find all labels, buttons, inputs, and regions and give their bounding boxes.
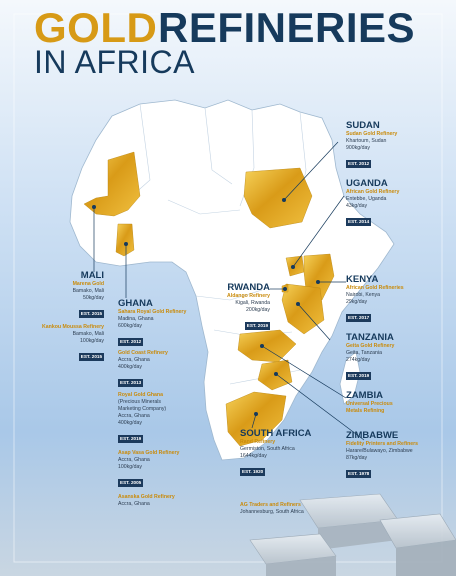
refinery-name: Marena Gold [72,281,104,287]
country-name: GHANA [118,298,153,309]
country-name: RWANDA [227,282,270,293]
refinery-location: Nairobi, Kenya [346,292,381,298]
ghana-label-3: Royal Gold Ghana (Precious Minerals Mark… [118,392,166,445]
est-badge: EST. 1920 [240,468,266,476]
est-badge: EST. 2013 [118,379,144,387]
south-africa-shape [225,391,287,447]
title-refineries: REFINERIES [158,4,416,51]
refinery-location: Accra, Ghana [118,501,150,507]
country-name: SUDAN [346,120,380,131]
ghana-label: GHANA Sahara Royal Gold Refinery Madina,… [118,298,186,348]
mali-shape [83,151,141,217]
refinery-capacity: 900kg/day [346,145,370,151]
refinery-name: Fidelity Printers and Refiners [346,441,419,447]
refinery-name: African Gold Refinery [346,189,400,195]
refinery-capacity: 274kg/day [346,357,370,363]
refinery-location: Geita, Tanzania [346,350,382,356]
refinery-capacity: 600kg/day [118,323,142,329]
refinery-name: Gold Coast Refinery [118,350,168,356]
tanzania-label: TANZANIA Geita Gold Refinery Geita, Tanz… [346,332,394,382]
refinery-name: Sudan Gold Refinery [346,131,398,137]
refinery-capacity: 87kg/day [346,455,368,461]
refinery-capacity: 50kg/day [82,295,104,301]
south-africa-label-2: AG Traders and Refiners Johannesburg, So… [240,502,304,516]
refinery-capacity: 400kg/day [118,420,142,426]
est-badge: EST. 2005 [118,479,144,487]
refinery-location: Kigali, Rwanda [235,300,270,306]
refinery-name: Sahara Royal Gold Refinery [118,309,187,315]
refinery-location: Harare/Bulawayo, Zimbabwe [346,448,413,454]
country-name: ZAMBIA [346,390,383,401]
est-badge: EST. 2014 [346,218,372,226]
refinery-location: Accra, Ghana [118,413,150,419]
title-gold-word: GOLD [34,4,158,51]
country-name: SOUTH AFRICA [240,428,312,439]
uganda-label: UGANDA African Gold Refinery Entebbe, Ug… [346,178,399,228]
refinery-capacity: 1644kg/day [240,453,267,459]
mali-label-2: Kankou Moussa Refinery Bamako, Mali 100k… [30,324,104,363]
est-badge: EST. 2015 [78,310,104,318]
sudan-label: SUDAN Sudan Gold Refinery Khartoum, Suda… [346,120,397,170]
ghana-label-2: Gold Coast Refinery Accra, Ghana 400kg/d… [118,350,168,389]
refinery-name: Geita Gold Refinery [346,343,395,349]
refinery-location: Bamako, Mali [72,288,104,294]
refinery-location: Accra, Ghana [118,357,150,363]
refinery-name: Rand Refinery [240,439,276,445]
refinery-location: Accra, Ghana [118,457,150,463]
rwanda-label: RWANDA Aldango Refinery Kigali, Rwanda 2… [214,282,270,332]
country-name: KENYA [346,274,379,285]
ghana-shape [115,223,135,257]
est-badge: EST. 2012 [346,160,372,168]
sudan-shape [243,167,313,229]
refinery-capacity: 100kg/day [80,338,104,344]
ghana-label-4: Asap Vasa Gold Refinery Accra, Ghana 100… [118,450,179,489]
est-badge: EST. 2019 [244,322,270,330]
est-badge: EST. 2017 [346,314,372,322]
refinery-name: Royal Gold Ghana [118,392,163,398]
est-badge: EST. 2019 [118,435,144,443]
refinery-capacity: 29kg/day [346,299,368,305]
refinery-capacity: 100kg/day [118,464,142,470]
refinery-name: AG Traders and Refiners [240,502,301,508]
refinery-capacity: 43kg/day [346,203,368,209]
south-africa-label: SOUTH AFRICA Rand Refinery Germiston, So… [240,428,311,478]
refinery-location: Johannesburg, South Africa [240,509,304,515]
kenya-label: KENYA African Gold Refineries Nairobi, K… [346,274,404,324]
refinery-name-line3: Marketing Company) [118,406,167,412]
est-badge: EST. 2015 [78,353,104,361]
refinery-name: Universal Precious [346,401,393,407]
gold-bars-decoration [249,493,456,576]
country-name: ZIMBABWE [346,430,399,441]
country-name: TANZANIA [346,332,394,343]
est-badge: EST. 1978 [346,470,372,478]
est-badge: EST. 2012 [118,338,144,346]
refinery-name-line2: Metals Refining [346,408,385,414]
refinery-name: Asap Vasa Gold Refinery [118,450,180,456]
ghana-label-5: Asanska Gold Refinery Accra, Ghana [118,494,175,508]
refinery-location: Madina, Ghana [118,316,154,322]
country-name: MALI [80,270,104,281]
refinery-location: Bamako, Mali [72,331,104,337]
refinery-location: Entebbe, Uganda [346,196,387,202]
refinery-location: Germiston, South Africa [240,446,295,452]
mali-label: MALI Marena Gold Bamako, Mali 50kg/day E… [40,270,104,320]
refinery-name-line2: (Precious Minerals [118,399,161,405]
refinery-location: Khartoum, Sudan [346,138,387,144]
refinery-name: Asanska Gold Refinery [118,494,175,500]
country-name: UGANDA [346,178,388,189]
refinery-capacity: 200kg/day [246,307,270,313]
zambia-label: ZAMBIA Universal Precious Metals Refinin… [346,390,393,415]
title-in-africa: IN AFRICA [34,44,195,80]
refinery-name: African Gold Refineries [346,285,404,291]
est-badge: EST. 2019 [346,372,372,380]
refinery-name: Aldango Refinery [227,293,270,299]
zimbabwe-label: ZIMBABWE Fidelity Printers and Refiners … [346,430,418,480]
refinery-capacity: 400kg/day [118,364,142,370]
refinery-name: Kankou Moussa Refinery [42,324,104,330]
